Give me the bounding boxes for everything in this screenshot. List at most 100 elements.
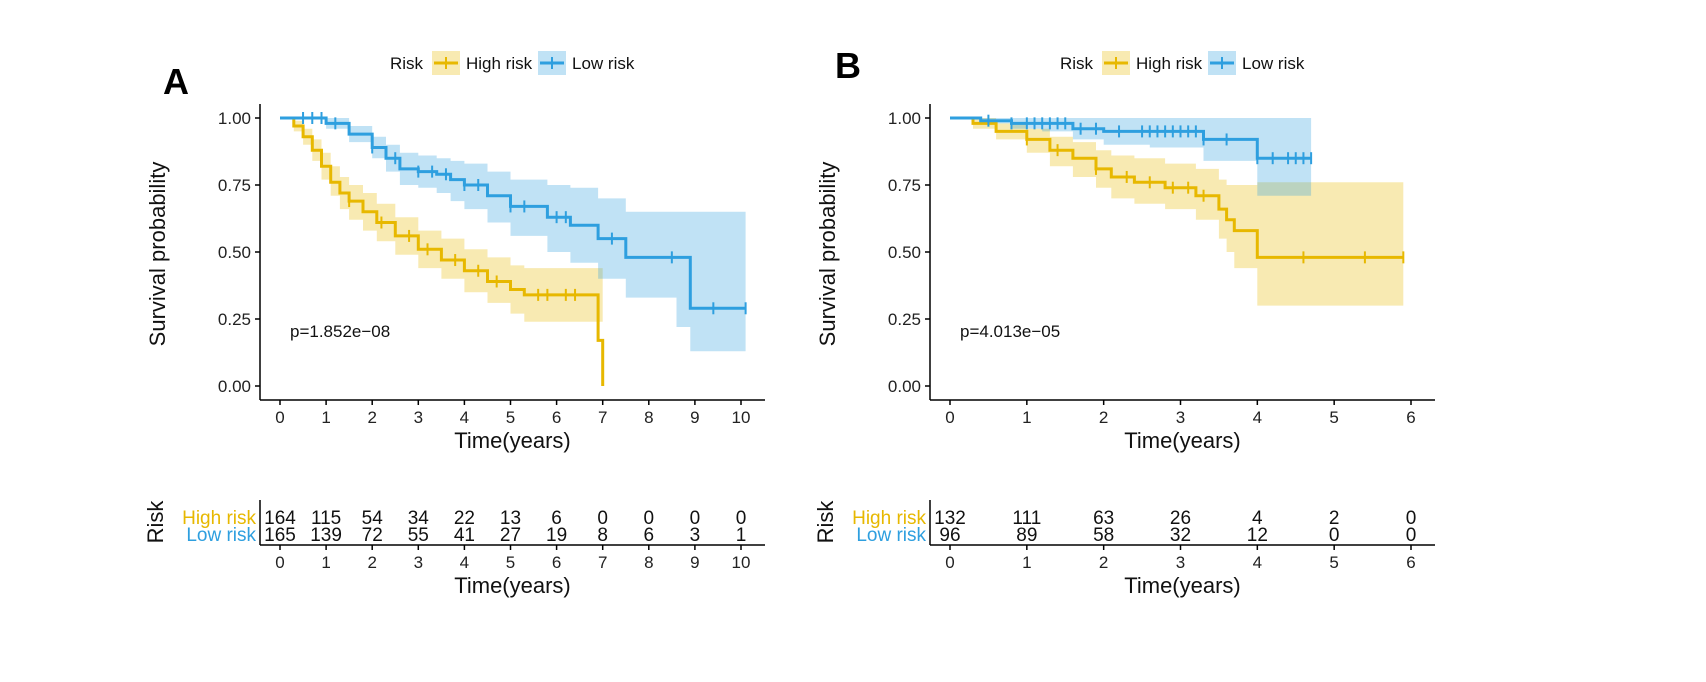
at-risk-count-high: 63 [1093, 508, 1114, 529]
at-risk-count-low: 6 [644, 525, 655, 546]
y-tick-label: 1.00 [888, 109, 921, 128]
x-tick-label: 2 [367, 408, 376, 427]
at-risk-count-low: 0 [1406, 525, 1417, 546]
at-risk-count-low: 19 [546, 525, 567, 546]
risk-row-label-high: High risk [182, 508, 256, 529]
risk-x-tick-label: 6 [552, 553, 561, 572]
at-risk-count-high: 115 [311, 508, 341, 529]
y-axis-title: Survival probability [815, 162, 840, 347]
survival-curve-low [950, 116, 1312, 160]
risk-x-tick-label: 9 [690, 553, 699, 572]
risk-x-tick-label: 6 [1406, 553, 1415, 572]
confidence-band-low [280, 118, 746, 352]
at-risk-count-low: 96 [939, 525, 960, 546]
risk-x-tick-label: 10 [732, 553, 751, 572]
x-tick-label: 7 [598, 408, 607, 427]
at-risk-count-low: 41 [454, 525, 475, 546]
risk-row-label-low: Low risk [186, 525, 256, 546]
x-tick-label: 10 [732, 408, 751, 427]
at-risk-count-low: 12 [1247, 525, 1268, 546]
risk-row-label-low: Low risk [856, 525, 926, 546]
x-axis-title: Time(years) [1124, 428, 1241, 453]
at-risk-count-high: 111 [1012, 508, 1041, 529]
at-risk-count-high: 0 [690, 508, 701, 529]
x-tick-label: 5 [1329, 408, 1338, 427]
y-tick-label: 0.25 [888, 310, 921, 329]
risk-x-tick-label: 4 [460, 553, 469, 572]
at-risk-count-low: 165 [264, 525, 296, 546]
x-axis-title: Time(years) [454, 428, 571, 453]
y-tick-label: 0.75 [888, 176, 921, 195]
x-tick-label: 0 [275, 408, 284, 427]
x-tick-label: 5 [506, 408, 515, 427]
x-tick-label: 4 [1253, 408, 1262, 427]
x-tick-label: 6 [552, 408, 561, 427]
risk-table-title: Risk [813, 500, 838, 544]
risk-row-label-high: High risk [852, 508, 926, 529]
y-axis-title: Survival probability [145, 162, 170, 347]
x-tick-label: 3 [414, 408, 423, 427]
x-tick-label: 4 [460, 408, 469, 427]
at-risk-count-low: 3 [690, 525, 701, 546]
y-tick-label: 0.00 [888, 377, 921, 396]
panel-label-B: B [835, 45, 861, 86]
x-tick-label: 2 [1099, 408, 1108, 427]
at-risk-count-high: 0 [644, 508, 655, 529]
at-risk-count-high: 0 [597, 508, 608, 529]
at-risk-count-low: 1 [736, 525, 747, 546]
risk-x-tick-label: 0 [275, 553, 284, 572]
y-tick-label: 0.25 [218, 310, 251, 329]
risk-x-tick-label: 3 [1176, 553, 1185, 572]
at-risk-count-low: 89 [1016, 525, 1037, 546]
x-tick-label: 3 [1176, 408, 1185, 427]
at-risk-count-low: 139 [310, 525, 342, 546]
at-risk-count-low: 27 [500, 525, 521, 546]
risk-x-axis-title: Time(years) [454, 573, 571, 598]
y-tick-label: 0.50 [218, 243, 251, 262]
risk-x-tick-label: 4 [1253, 553, 1262, 572]
x-tick-label: 1 [321, 408, 330, 427]
p-value: p=1.852e−08 [290, 322, 390, 341]
risk-x-tick-label: 2 [367, 553, 376, 572]
confidence-band-high [280, 118, 603, 322]
legend-title: Risk [390, 54, 424, 73]
at-risk-count-high: 164 [264, 508, 296, 529]
at-risk-count-high: 22 [454, 508, 475, 529]
risk-x-axis-title: Time(years) [1124, 573, 1241, 598]
y-tick-label: 1.00 [218, 109, 251, 128]
legend-label-high: High risk [466, 54, 533, 73]
at-risk-count-low: 58 [1093, 525, 1114, 546]
at-risk-count-high: 2 [1329, 508, 1340, 529]
risk-x-tick-label: 3 [414, 553, 423, 572]
at-risk-count-low: 8 [597, 525, 608, 546]
y-tick-label: 0.75 [218, 176, 251, 195]
risk-x-tick-label: 5 [1329, 553, 1338, 572]
at-risk-count-low: 72 [362, 525, 383, 546]
at-risk-count-high: 13 [500, 508, 521, 529]
at-risk-count-high: 0 [736, 508, 747, 529]
risk-x-tick-label: 1 [321, 553, 330, 572]
p-value: p=4.013e−05 [960, 322, 1060, 341]
at-risk-count-low: 55 [408, 525, 429, 546]
risk-x-tick-label: 0 [945, 553, 954, 572]
x-tick-label: 9 [690, 408, 699, 427]
x-tick-label: 6 [1406, 408, 1415, 427]
x-tick-label: 1 [1022, 408, 1031, 427]
x-tick-label: 0 [945, 408, 954, 427]
at-risk-count-high: 6 [551, 508, 562, 529]
at-risk-count-high: 4 [1252, 508, 1263, 529]
risk-x-tick-label: 1 [1022, 553, 1031, 572]
risk-x-tick-label: 7 [598, 553, 607, 572]
legend-label-high: High risk [1136, 54, 1203, 73]
panel-label-A: A [163, 61, 189, 102]
confidence-band-low [950, 118, 1312, 196]
x-tick-label: 8 [644, 408, 653, 427]
survival-curve-high [280, 116, 605, 386]
at-risk-count-low: 0 [1329, 525, 1340, 546]
at-risk-count-high: 34 [408, 508, 430, 529]
risk-x-tick-label: 8 [644, 553, 653, 572]
at-risk-count-high: 132 [934, 508, 966, 529]
at-risk-count-low: 32 [1170, 525, 1191, 546]
